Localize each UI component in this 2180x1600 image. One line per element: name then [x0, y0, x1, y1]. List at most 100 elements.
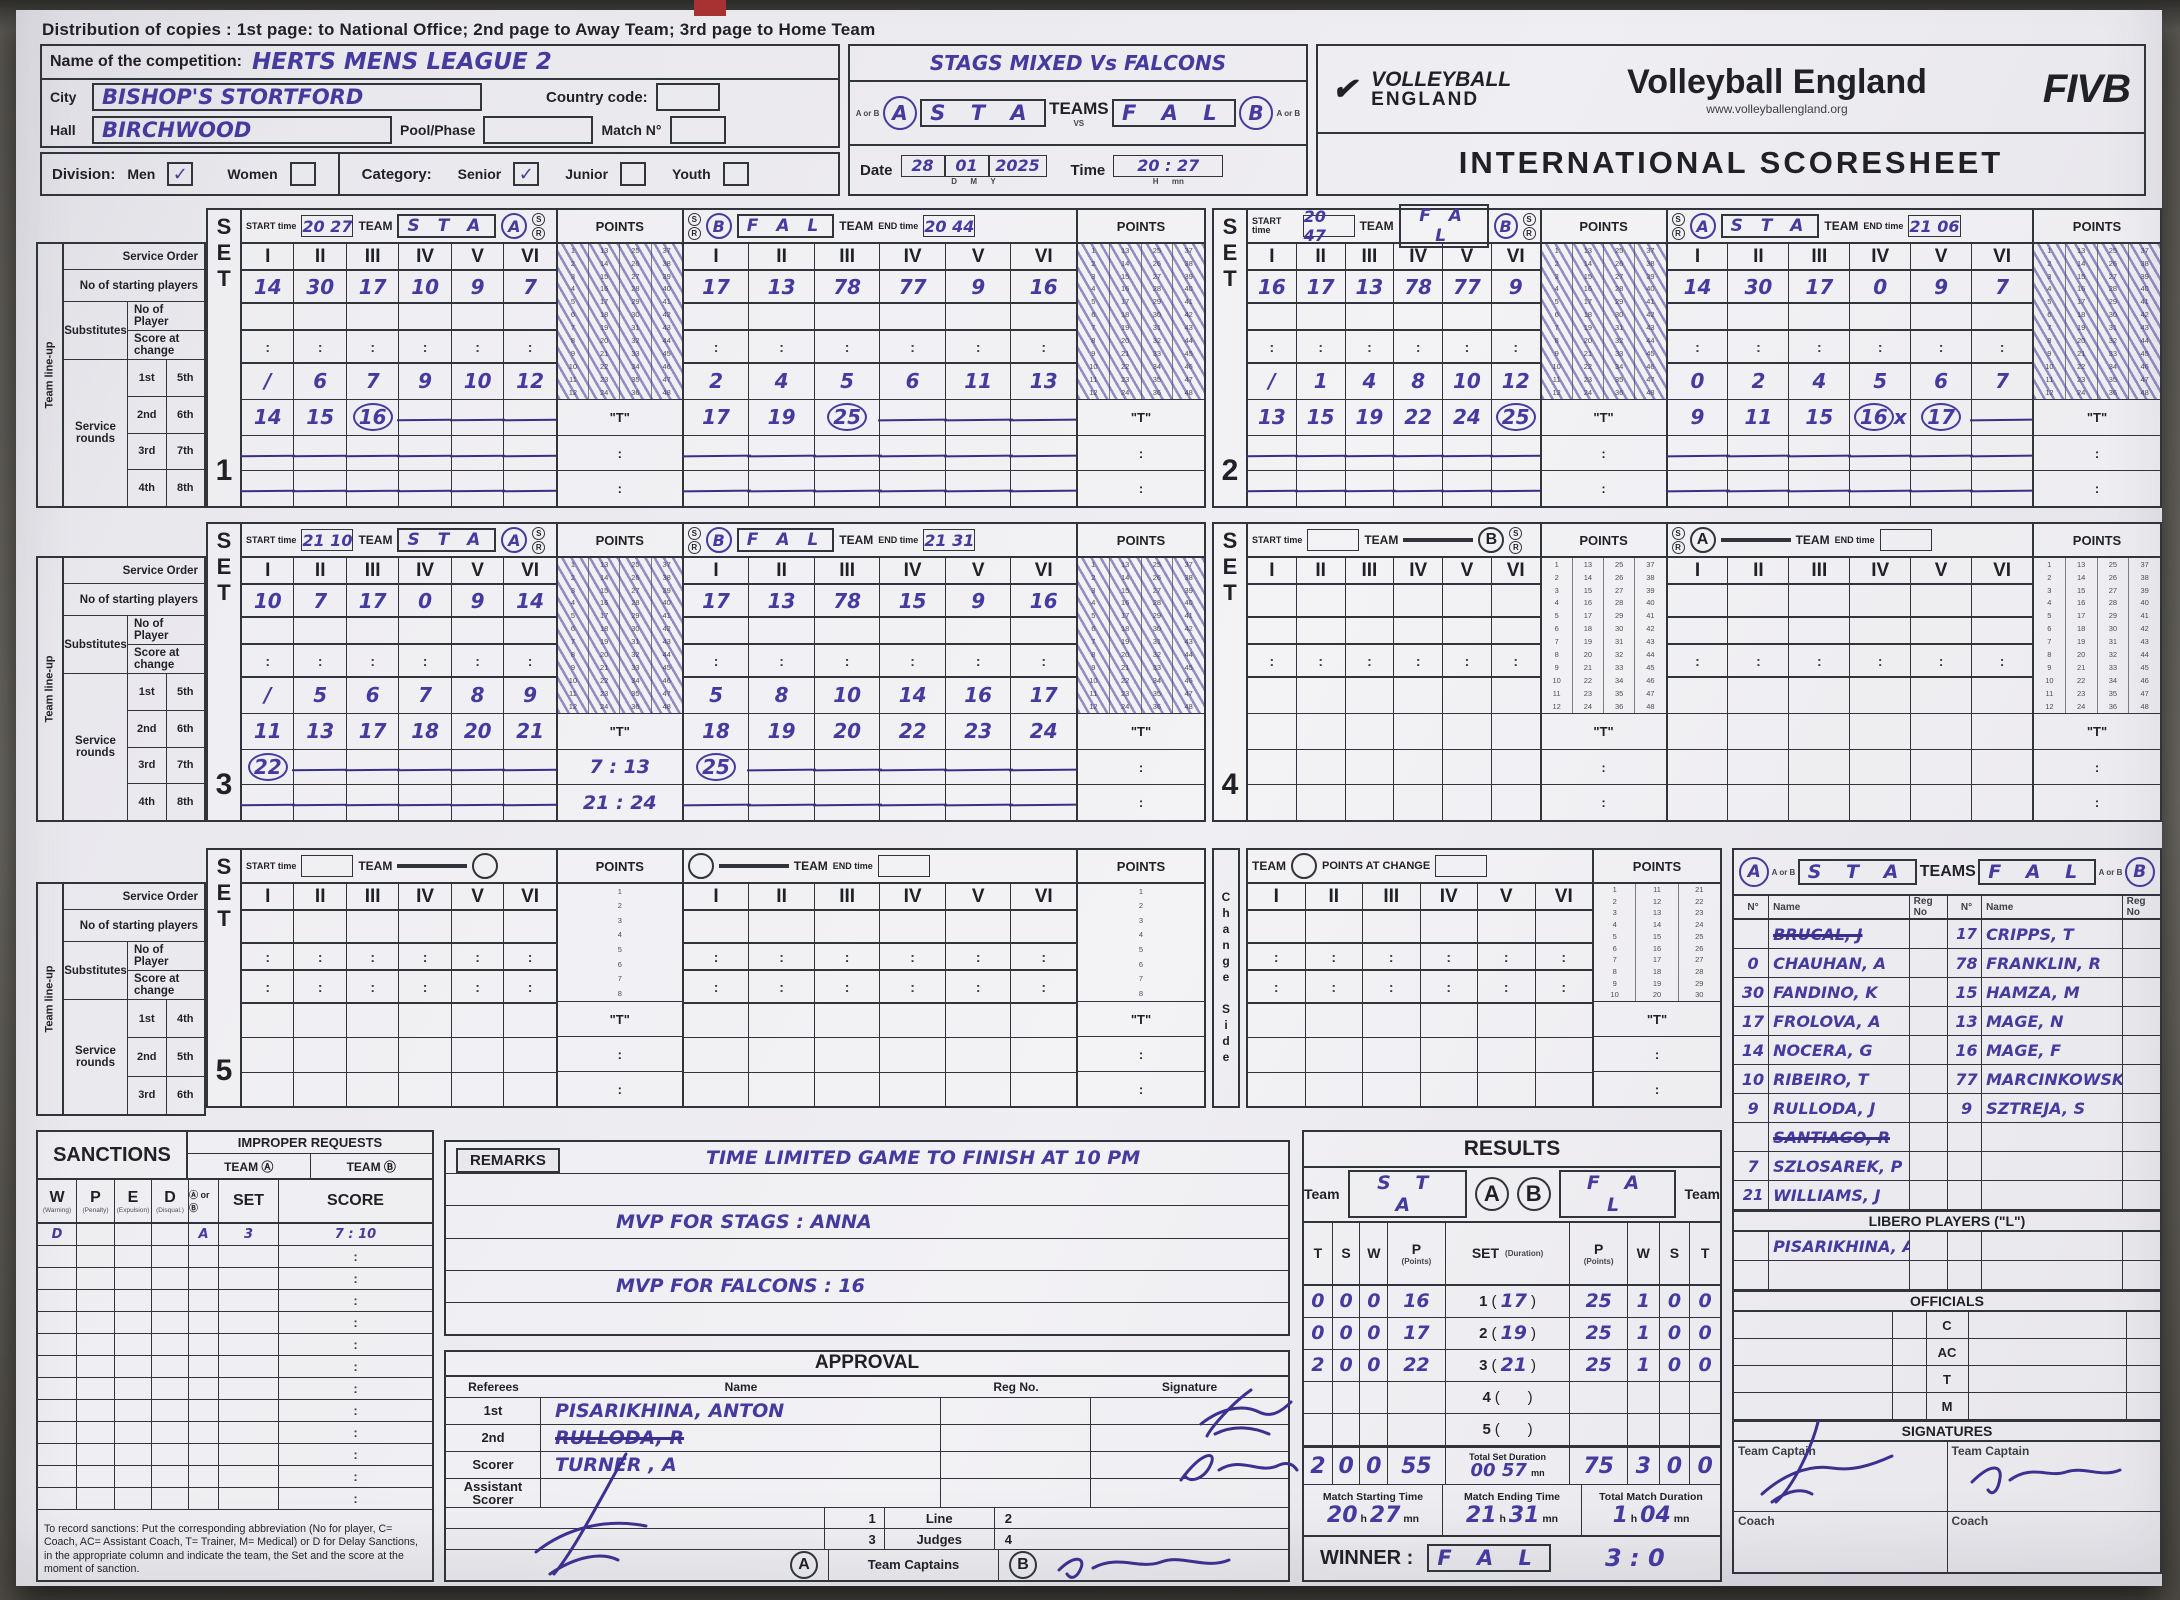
- form-element: Team Captain Team Captain: [1734, 1420, 2160, 1512]
- grid-cell: [1442, 585, 1491, 616]
- tally-number: 5: [1091, 611, 1096, 621]
- tally-number: 34: [631, 361, 640, 371]
- tally-number: 23: [1583, 374, 1593, 384]
- service-rounds-label: Service rounds: [64, 674, 128, 820]
- match-no-label: Match N°: [601, 122, 662, 138]
- grid-row: 17 13 78 15 9 16: [683, 585, 1076, 618]
- grid-cell: [1477, 911, 1535, 942]
- grid-cell: 15: [879, 585, 945, 616]
- grid-cell: 10: [1442, 364, 1491, 399]
- grid-cell: [1248, 304, 1296, 329]
- tally-number: 36: [1615, 387, 1624, 397]
- tally-number: 42: [2140, 310, 2149, 320]
- set-duration: 19: [1500, 1322, 1527, 1345]
- grid-cell: [1971, 399, 2032, 435]
- roster-cell: CRIPPS, T: [1981, 920, 2122, 948]
- substitutes-block: Substitutes No of Player Score at change: [64, 616, 204, 674]
- tally-number: 10: [1552, 675, 1561, 685]
- ordinal-cell: 6th: [165, 710, 205, 747]
- round-ordinals: 1st 5th 2nd 6th 3rd 7th 4th 8th: [128, 674, 204, 820]
- grid-cell: [684, 785, 749, 820]
- time-value: 20 : 27: [1113, 154, 1224, 177]
- grid-cell: 15: [1295, 399, 1345, 435]
- roster-cell: PISARIKHINA, A: [1768, 1232, 1909, 1260]
- grid-cell: V: [1910, 558, 1971, 583]
- tally-number: 48: [2140, 387, 2149, 397]
- tally-number: 7: [1554, 637, 1559, 647]
- grid-row: [242, 1038, 556, 1073]
- grid-cell: [450, 1004, 503, 1038]
- sanctions-column-headers: W (Warning) P (Penalty) E (Expulsion) D (Dis…: [38, 1180, 432, 1224]
- tally-number: 26: [1152, 572, 1162, 582]
- grid-cell: :: [450, 331, 503, 362]
- end-time-value: [1879, 529, 1932, 551]
- approval-row-2nd: 2nd RULLODA, R: [446, 1424, 1288, 1452]
- grid-cell: [1344, 618, 1394, 643]
- results-panel: RESULTS Team S T A A B F A L Team T S W …: [1302, 1130, 1722, 1582]
- grid-cell: :: [1442, 645, 1491, 676]
- tally-number: 46: [1646, 675, 1655, 685]
- sanctions-note: To record sanctions: Put the correspondi…: [44, 1523, 418, 1575]
- team-letter-circle: B: [1478, 527, 1505, 553]
- grid-cell: V: [944, 558, 1011, 583]
- starting-players-label: No of starting players: [64, 270, 204, 302]
- form-element: [941, 1451, 1091, 1478]
- grid-cell: [242, 471, 293, 506]
- team-label: TEAM: [1359, 219, 1394, 233]
- tally-number: 41: [1646, 297, 1655, 307]
- form-element: 0: [1658, 1447, 1690, 1485]
- sanction-cell: [218, 1290, 278, 1311]
- grid-cell: [242, 618, 293, 643]
- form-element: Match Starting Time: [1322, 1491, 1424, 1504]
- grid-cell: [450, 618, 503, 643]
- grid-cell: 7: [1971, 271, 2032, 302]
- grid-cell: 20: [450, 713, 503, 749]
- tally-number: 27: [2108, 585, 2118, 595]
- captain-b-signature: [1970, 1466, 2121, 1495]
- tally-number: 47: [1646, 374, 1655, 384]
- sanction-cell: [151, 1444, 188, 1465]
- grid-row: /6 7 9 10 12: [242, 364, 556, 400]
- grid-cell: [345, 435, 398, 471]
- form-element: Name: [724, 1379, 758, 1394]
- grid-cell: VI: [1010, 244, 1076, 269]
- results-cell: [1331, 1413, 1360, 1445]
- points-tally: 1 2 3 4 5 6 7 8 9 10 11 12 13 14 15 16 17 18 19 20 21 22 23 24 2…: [1078, 558, 1204, 714]
- results-set-duration: 3(21): [1444, 1349, 1570, 1381]
- captain-b-approval-signature: [1057, 1558, 1231, 1580]
- official-right-cell: [1967, 1312, 2127, 1338]
- s-mini-circle: S: [532, 212, 546, 226]
- grid-cell: [1295, 618, 1345, 643]
- sanction-cell: [114, 1268, 151, 1289]
- grid-cell: [748, 435, 814, 471]
- results-set-row: 2 0 0 22 3(21) 25 1 0 0: [1304, 1349, 1720, 1382]
- tally-number: 18: [599, 310, 609, 320]
- r-mini-circle: R: [532, 226, 546, 240]
- approval-row-scorer: Scorer TURNER , A: [446, 1451, 1299, 1482]
- results-set-row: 0 0 0 17 2(19) 25 1 0 0: [1304, 1317, 1720, 1350]
- tally-number: 39: [1646, 271, 1655, 281]
- points-strip: POINTS 1 2 3 4 5 6 7 8 9 10 11 12 13 14 15 16 17 18 19 20 21 2…: [555, 210, 684, 506]
- grid-row: ::::::: [683, 971, 1076, 1004]
- tally-number: 5: [617, 945, 622, 955]
- tally-column: 13 14 15 16 17 18 19 20 21 22 23 24: [588, 244, 619, 399]
- division-men-checkbox: ✓: [167, 162, 194, 186]
- grid-cell: 13: [1344, 271, 1394, 302]
- sanction-row: :: [38, 1488, 432, 1510]
- tally-number: 21: [1695, 885, 1704, 895]
- tally-number: 4: [1554, 598, 1559, 608]
- grid-cell: 11: [253, 719, 282, 744]
- t-cell: "T": [2034, 714, 2160, 750]
- grid-cell: [450, 911, 503, 942]
- grid-cell: VI: [1010, 884, 1076, 909]
- grid-cell: [1788, 785, 1849, 820]
- roster-cell: 13: [1946, 1007, 1981, 1035]
- grid-cell: :: [1344, 331, 1394, 362]
- form-element: 4: [993, 1529, 1288, 1550]
- form-element: x: [1893, 405, 1907, 430]
- grid-cell: [345, 911, 398, 942]
- grid-cell: [503, 749, 555, 785]
- roster-row: 30 FANDINO, K 15 HAMZA, M: [1734, 978, 2160, 1007]
- form-element: W: [1626, 1222, 1659, 1284]
- tally-column: 37 38 39 40 41 42 43 44 45 46 47 48: [2128, 558, 2160, 713]
